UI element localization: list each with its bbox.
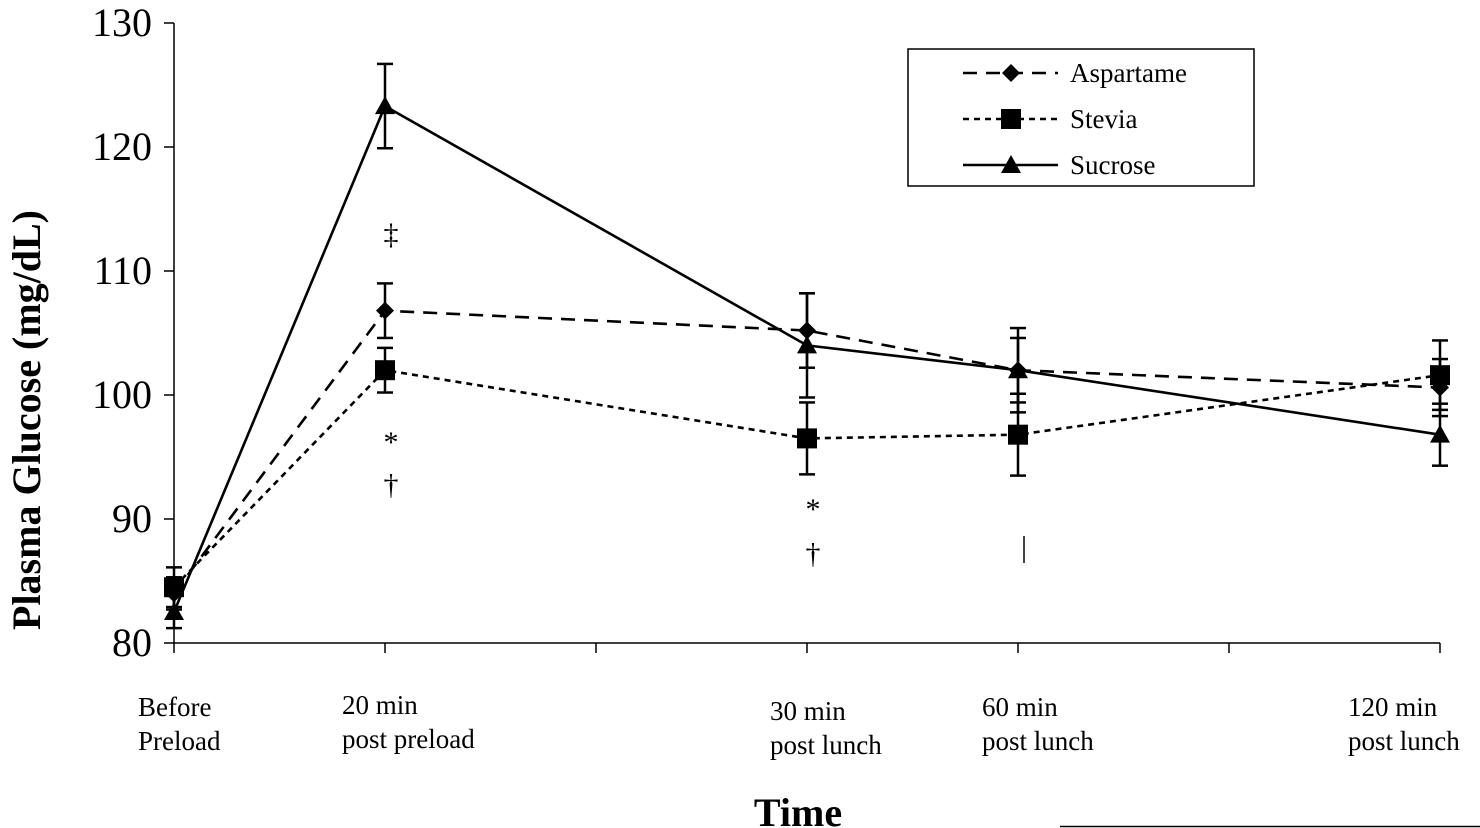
- significance-marker: ‡: [384, 218, 399, 251]
- series-line-aspartame: [172, 309, 1441, 595]
- data-point-sucrose: [1008, 360, 1028, 379]
- legend-swatch-marker: [1001, 109, 1021, 129]
- x-category-label-line2: post preload: [342, 724, 475, 754]
- significance-marker: †: [806, 538, 821, 571]
- data-point-sucrose: [797, 335, 817, 354]
- x-category-label-line1: 20 min: [342, 690, 418, 720]
- annotation-layer: ‡ * † * † |: [384, 218, 1028, 571]
- significance-marker: *: [384, 426, 399, 459]
- x-category-label-line2: post lunch: [770, 730, 882, 760]
- axes: 80 90 100 110 120 130 Before Preload 20 min post …: [92, 0, 1460, 760]
- legend-entry-aspartame: Aspartame: [963, 58, 1187, 88]
- x-category-label-line1: 120 min: [1348, 692, 1438, 722]
- significance-marker: |: [1021, 530, 1027, 563]
- x-category-label: 20 min post preload: [342, 690, 475, 754]
- legend-label: Stevia: [1070, 104, 1138, 134]
- data-point-stevia: [164, 577, 184, 598]
- legend-label: Aspartame: [1070, 58, 1187, 88]
- legend-label: Sucrose: [1070, 150, 1155, 180]
- series-layer: [164, 62, 1450, 630]
- series-sucrose: [164, 62, 1450, 630]
- significance-marker: *: [806, 493, 821, 526]
- x-category-label-line2: post lunch: [982, 726, 1094, 756]
- x-category-label-line1: 30 min: [770, 696, 846, 726]
- legend-swatch-marker: [1001, 155, 1021, 173]
- legend-entry-stevia: Stevia: [963, 104, 1138, 134]
- data-point-sucrose: [375, 96, 395, 115]
- x-category-label-line1: 60 min: [982, 692, 1058, 722]
- y-tick-label: 90: [112, 496, 152, 541]
- y-tick-label: 130: [92, 0, 152, 45]
- data-point-stevia: [1430, 365, 1450, 386]
- x-category-label-line2: Preload: [138, 726, 221, 756]
- x-category-label: 120 min post lunch: [1348, 692, 1460, 756]
- x-category-label-line1: Before: [138, 692, 211, 722]
- x-axis-title: Time: [754, 790, 842, 828]
- legend: Aspartame Stevia Sucrose: [907, 48, 1255, 187]
- y-tick-label: 80: [112, 620, 152, 665]
- data-point-sucrose: [164, 602, 184, 620]
- data-point-aspartame: [376, 301, 394, 320]
- legend-entry-sucrose: Sucrose: [963, 150, 1155, 180]
- legend-swatch-marker: [1002, 64, 1020, 82]
- y-tick-label: 120: [92, 124, 152, 169]
- x-category-label: 30 min post lunch: [770, 696, 882, 760]
- x-category-label-line2: post lunch: [1348, 726, 1460, 756]
- data-point-stevia: [797, 428, 817, 449]
- y-axis-title: Plasma Glucose (mg/dL): [4, 210, 49, 630]
- y-tick-label: 110: [93, 248, 152, 293]
- y-tick-label: 100: [92, 372, 152, 417]
- x-category-label: 60 min post lunch: [982, 692, 1094, 756]
- significance-marker: †: [384, 468, 399, 501]
- x-category-label: Before Preload: [138, 692, 221, 756]
- data-point-sucrose: [1430, 424, 1450, 443]
- data-point-stevia: [1008, 424, 1028, 445]
- data-point-stevia: [375, 360, 395, 381]
- series-stevia: [164, 339, 1450, 609]
